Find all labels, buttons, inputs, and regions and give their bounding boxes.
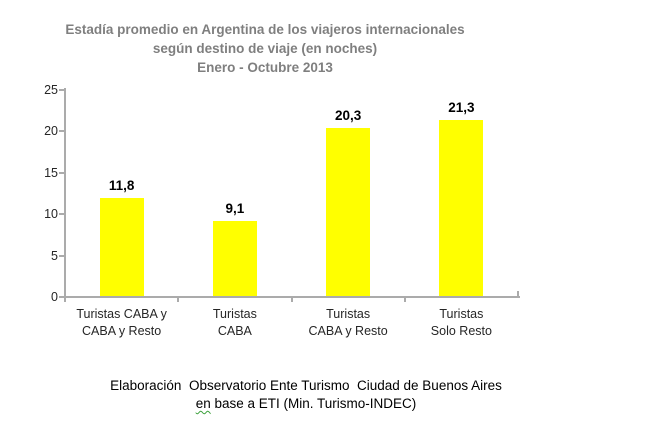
source-note-line-2-rest: base a ETI (Min. Turismo-INDEC) — [210, 396, 417, 411]
chart-title-line-1: Estadía promedio en Argentina de los via… — [65, 22, 465, 37]
bar-4 — [439, 119, 484, 296]
bar-1 — [99, 198, 144, 296]
x-category-label-line: CABA — [217, 324, 252, 338]
x-tick-mark — [290, 298, 293, 302]
x-category-label-line: Solo Resto — [430, 324, 492, 338]
bar-value-label: 20,3 — [334, 107, 362, 123]
x-category-label: Turistas CABA y Resto — [292, 306, 405, 340]
x-tick-mark — [64, 298, 66, 302]
y-axis-line — [64, 88, 66, 298]
y-tick-label: 20 — [44, 124, 58, 139]
plot-area: 11,8 9,1 20,3 21,3 — [65, 89, 518, 296]
bar-3 — [326, 127, 371, 296]
x-tick-mark — [517, 291, 519, 297]
chart-title: Estadía promedio en Argentina de los via… — [20, 20, 510, 77]
x-category-label: Turistas Solo Resto — [405, 306, 518, 340]
x-category-label-line: Turistas — [212, 307, 257, 321]
x-category-label: Turistas CABA — [178, 306, 291, 340]
source-note-underlined-word: en — [195, 396, 211, 411]
x-tick-mark — [177, 298, 180, 302]
x-category-label-line: Turistas — [439, 307, 484, 321]
y-tick-label: 0 — [51, 290, 58, 304]
y-tick-label: 25 — [44, 83, 58, 97]
y-tick-mark — [59, 171, 65, 174]
x-axis-line — [64, 296, 520, 298]
y-tick-mark — [59, 296, 65, 298]
bar-value-label: 9,1 — [225, 200, 245, 216]
bar-value-label: 11,8 — [108, 178, 135, 194]
y-tick-mark — [59, 254, 65, 257]
y-tick-mark — [59, 89, 65, 91]
bar-2 — [212, 220, 257, 296]
x-category-label-line: Turistas CABA y — [76, 307, 167, 321]
y-tick-label: 5 — [51, 248, 58, 263]
y-tick-mark — [59, 130, 65, 133]
y-tick-label: 10 — [44, 207, 58, 222]
x-tick-mark — [403, 298, 406, 302]
x-category-label: Turistas CABA y CABA y Resto — [65, 306, 178, 340]
x-category-label-line: CABA y Resto — [308, 324, 388, 338]
source-note: Elaboración Observatorio Ente Turismo Ci… — [0, 377, 612, 413]
source-note-line-2: en base a ETI (Min. Turismo-INDEC) — [0, 395, 612, 413]
bar-value-label: 21,3 — [448, 99, 475, 115]
x-category-label-line: CABA y Resto — [82, 324, 162, 338]
x-category-label-line: Turistas — [326, 307, 371, 321]
y-tick-label: 15 — [44, 165, 58, 180]
chart-title-line-2: según destino de viaje (en noches) — [152, 41, 378, 56]
source-note-line-1: Elaboración Observatorio Ente Turismo Ci… — [110, 378, 502, 393]
y-tick-mark — [59, 213, 65, 216]
chart-title-line-3: Enero - Octubre 2013 — [197, 60, 333, 75]
